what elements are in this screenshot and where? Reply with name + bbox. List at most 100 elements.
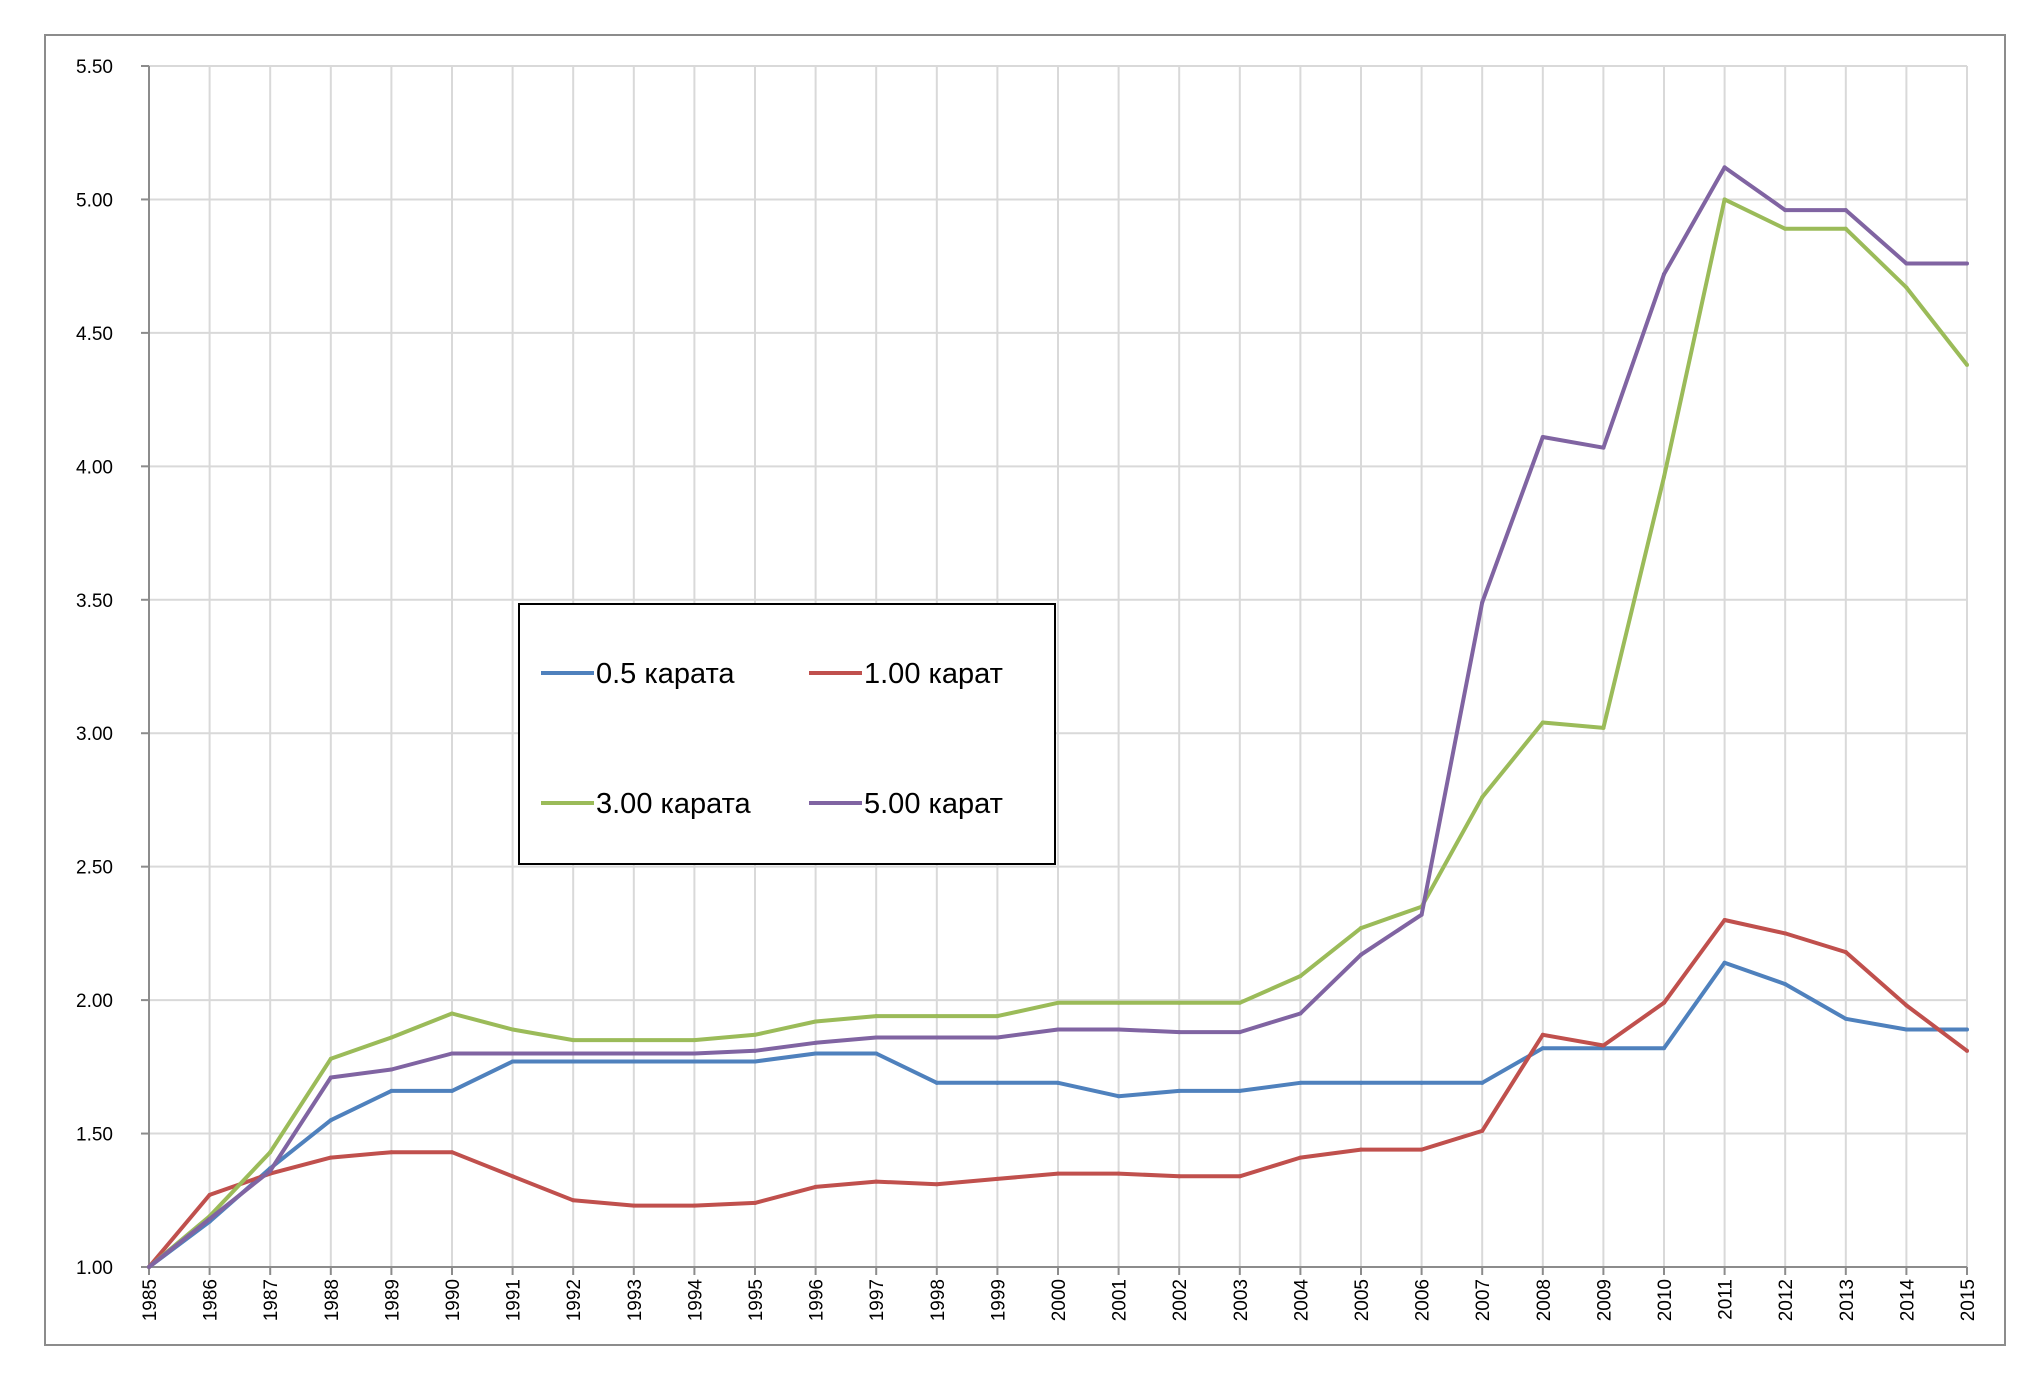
- legend-label: 3.00 карата: [596, 788, 752, 820]
- x-tick-label: 2000: [1049, 1279, 1070, 1321]
- x-tick-label: 1993: [625, 1279, 646, 1321]
- data-point: [631, 1203, 636, 1208]
- data-point: [1601, 445, 1606, 450]
- data-point: [631, 1051, 636, 1056]
- x-tick-label: 2001: [1110, 1279, 1131, 1321]
- data-point: [753, 1032, 757, 1037]
- x-tick-label: 2011: [1716, 1279, 1737, 1320]
- y-axis-ticks: 1.00 1.50 2.00 2.50 3.00 3.50 4.00 4.50 5.00 5.50: [76, 57, 113, 1279]
- data-point: [1540, 1032, 1545, 1037]
- data-point: [571, 1051, 576, 1056]
- data-point: [328, 1056, 333, 1061]
- data-point: [934, 1035, 939, 1040]
- data-point: [1662, 475, 1666, 480]
- data-point: [692, 1059, 697, 1064]
- data-point: [1177, 1030, 1182, 1035]
- x-tick-label: 1994: [685, 1279, 706, 1322]
- y-tick-label: 4.50: [76, 324, 113, 345]
- x-tick-label: 2012: [1776, 1279, 1797, 1321]
- data-point: [1116, 1027, 1121, 1032]
- x-tick-label: 2006: [1413, 1279, 1434, 1321]
- data-point: [1480, 1128, 1485, 1133]
- data-point: [692, 1203, 697, 1208]
- x-tick-label: 1996: [807, 1279, 828, 1321]
- data-point: [753, 1048, 757, 1053]
- data-point: [1298, 974, 1303, 979]
- data-point: [1904, 285, 1909, 290]
- data-point: [389, 1035, 394, 1040]
- data-point: [1237, 1088, 1242, 1093]
- data-point: [1601, 725, 1606, 730]
- data-point: [147, 1265, 151, 1269]
- data-point: [1540, 720, 1545, 725]
- x-tick-label: 2008: [1534, 1279, 1555, 1321]
- data-point: [1419, 1147, 1424, 1152]
- data-point: [1843, 226, 1848, 231]
- data-point: [1177, 1000, 1182, 1005]
- data-point: [1056, 1000, 1060, 1005]
- data-point: [1116, 1171, 1121, 1176]
- data-point: [207, 1216, 212, 1221]
- data-point: [1722, 165, 1727, 170]
- data-point: [328, 1118, 333, 1123]
- x-tick-label: 1999: [988, 1279, 1009, 1321]
- legend-label: 5.00 карат: [864, 788, 1003, 820]
- data-point: [510, 1027, 515, 1032]
- x-tick-label: 1985: [140, 1279, 161, 1321]
- data-point: [995, 1035, 1000, 1040]
- data-point: [874, 1014, 879, 1019]
- data-point: [1480, 600, 1485, 605]
- data-point: [1359, 952, 1363, 957]
- data-point: [510, 1059, 515, 1064]
- y-tick-label: 1.50: [76, 1125, 113, 1146]
- data-point: [692, 1051, 697, 1056]
- data-point: [813, 1040, 818, 1045]
- data-point: [328, 1155, 333, 1160]
- data-point: [1783, 226, 1788, 231]
- data-point: [1540, 434, 1545, 439]
- data-point: [1237, 1174, 1242, 1179]
- data-point: [1056, 1080, 1060, 1085]
- data-point: [1116, 1094, 1121, 1099]
- data-point: [1783, 931, 1788, 936]
- data-point: [1904, 261, 1909, 266]
- data-point: [1783, 982, 1788, 987]
- data-point: [450, 1051, 454, 1056]
- legend: 0.5 карата 1.00 карат 3.00 карата 5.00 кара…: [518, 603, 1056, 865]
- y-tick-label: 1.00: [76, 1258, 113, 1279]
- data-point: [813, 1051, 818, 1056]
- y-tick-label: 3.00: [76, 724, 113, 745]
- data-point: [450, 1011, 454, 1016]
- data-point: [1177, 1174, 1182, 1179]
- data-point: [874, 1179, 879, 1184]
- data-point: [1965, 1027, 1969, 1032]
- x-tick-label: 2009: [1594, 1279, 1615, 1321]
- data-point: [1965, 261, 1969, 266]
- data-point: [813, 1184, 818, 1189]
- data-point: [1601, 1043, 1606, 1048]
- x-tick-label: 1995: [746, 1279, 767, 1321]
- data-point: [1056, 1171, 1060, 1176]
- x-tick-label: 2015: [1958, 1279, 1979, 1321]
- x-tick-label: 1987: [261, 1279, 282, 1321]
- y-tick-label: 2.00: [76, 991, 113, 1012]
- gridlines: [149, 65, 1968, 1267]
- data-point: [813, 1019, 818, 1024]
- x-tick-label: 1991: [504, 1279, 525, 1321]
- data-point: [207, 1192, 212, 1197]
- x-tick-label: 1992: [564, 1279, 585, 1321]
- x-axis-ticks: 1985 1986 1987 1988 1989 1990 1991 1992 1993 1994…: [140, 1279, 1979, 1322]
- data-point: [571, 1038, 576, 1043]
- x-tick-label: 2005: [1352, 1279, 1373, 1321]
- x-tick-label: 2010: [1655, 1279, 1676, 1321]
- data-point: [874, 1051, 879, 1056]
- data-point: [631, 1059, 636, 1064]
- x-tick-label: 1998: [928, 1279, 949, 1321]
- data-point: [389, 1150, 394, 1155]
- data-point: [1722, 960, 1727, 965]
- legend-box: [518, 603, 1056, 865]
- x-tick-label: 2002: [1170, 1279, 1191, 1321]
- data-point: [450, 1088, 454, 1093]
- data-point: [510, 1174, 515, 1179]
